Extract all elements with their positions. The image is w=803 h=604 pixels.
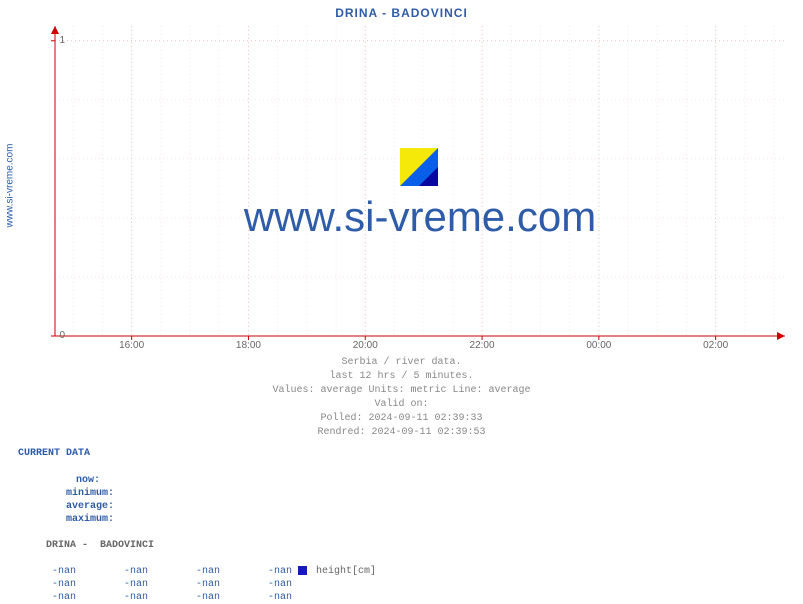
watermark-icon xyxy=(400,148,438,186)
subtitle-line: Valid on: xyxy=(0,398,803,412)
cell-max: -nan xyxy=(220,565,292,578)
y-axis-label: www.si-vreme.com xyxy=(4,144,15,228)
x-tick: 22:00 xyxy=(470,340,495,351)
cell-max: -nan xyxy=(220,591,292,604)
subtitle-line: last 12 hrs / 5 minutes. xyxy=(0,370,803,384)
y-tick: 0 xyxy=(45,330,65,341)
col-header-series: DRINA - BADOVINCI xyxy=(42,540,154,551)
col-header-now: now: xyxy=(42,474,100,487)
table-row: -nan-nan-nan-nan xyxy=(18,578,376,591)
x-tick: 16:00 xyxy=(119,340,144,351)
table-row: -nan-nan-nan-nanheight[cm] xyxy=(18,565,376,578)
table-column-headers: now: minimum: average: maximum: DRINA - … xyxy=(18,461,376,565)
cell-label xyxy=(312,579,316,590)
cell-label: height[cm] xyxy=(312,566,376,577)
current-data-table: CURRENT DATA now: minimum: average: maxi… xyxy=(18,448,376,604)
cell-avg: -nan xyxy=(148,565,220,578)
subtitle-line: Serbia / river data. xyxy=(0,356,803,370)
x-tick: 18:00 xyxy=(236,340,261,351)
cell-max: -nan xyxy=(220,578,292,591)
cell-now: -nan xyxy=(18,591,76,604)
table-header: CURRENT DATA xyxy=(18,448,376,459)
x-tick: 00:00 xyxy=(586,340,611,351)
table-row: -nan-nan-nan-nan xyxy=(18,591,376,604)
cell-avg: -nan xyxy=(148,591,220,604)
cell-min: -nan xyxy=(76,578,148,591)
subtitle-line: Polled: 2024-09-11 02:39:33 xyxy=(0,412,803,426)
col-header-max: maximum: xyxy=(42,513,114,526)
x-tick: 20:00 xyxy=(353,340,378,351)
cell-min: -nan xyxy=(76,565,148,578)
col-header-avg: average: xyxy=(42,500,114,513)
y-tick: 1 xyxy=(45,35,65,46)
col-header-min: minimum: xyxy=(42,487,114,500)
cell-now: -nan xyxy=(18,565,76,578)
subtitle-line: Values: average Units: metric Line: aver… xyxy=(0,384,803,398)
cell-now: -nan xyxy=(18,578,76,591)
cell-label xyxy=(312,592,316,603)
series-swatch xyxy=(298,566,307,575)
subtitle-line: Rendred: 2024-09-11 02:39:53 xyxy=(0,426,803,440)
x-tick: 02:00 xyxy=(703,340,728,351)
cell-min: -nan xyxy=(76,591,148,604)
chart-title: DRINA - BADOVINCI xyxy=(0,6,803,20)
chart-subtitle: Serbia / river data. last 12 hrs / 5 min… xyxy=(0,356,803,440)
cell-avg: -nan xyxy=(148,578,220,591)
